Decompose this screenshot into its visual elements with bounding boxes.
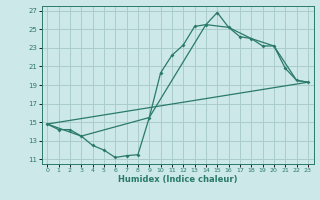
X-axis label: Humidex (Indice chaleur): Humidex (Indice chaleur) — [118, 175, 237, 184]
